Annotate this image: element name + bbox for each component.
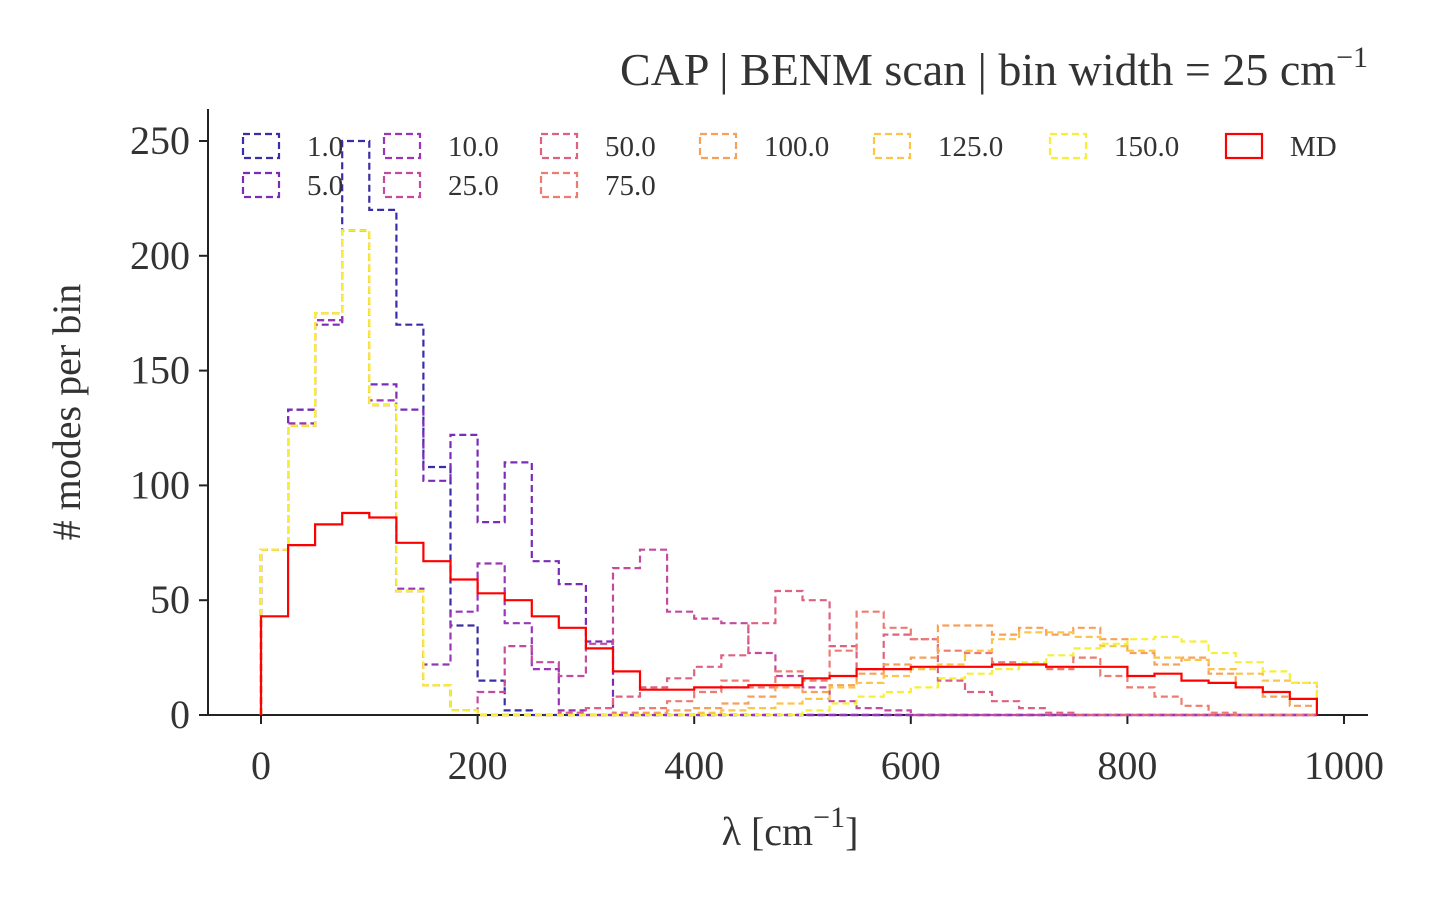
chart-title: CAP | BENM scan | bin width = 25 cm−1 (620, 41, 1368, 95)
series-10-0-histogram (259, 229, 1317, 717)
legend-swatch-50-0 (539, 132, 579, 160)
series-75-0-histogram (259, 229, 1317, 717)
legend-label-5-0: 5.0 (307, 170, 343, 202)
x-axis-label: λ [cm−1] (722, 801, 859, 854)
legend-swatch-100-0 (698, 132, 738, 160)
legend-label-50-0: 50.0 (605, 131, 656, 163)
legend-swatch-1-0 (241, 132, 281, 160)
series-5-0-histogram (259, 229, 1317, 717)
x-tick-label: 200 (448, 743, 508, 788)
y-tick-label: 250 (130, 118, 190, 163)
legend-swatch-150-0 (1048, 132, 1088, 160)
legend-label-125-0: 125.0 (938, 131, 1003, 163)
x-tick-label: 1000 (1304, 743, 1384, 788)
legend-label-1-0: 1.0 (307, 131, 343, 163)
series-100-0-histogram (259, 229, 1318, 717)
y-tick-label: 150 (130, 348, 190, 393)
series-MD-histogram (259, 511, 1318, 715)
legend-label-MD: MD (1290, 131, 1337, 163)
legend-swatch-75-0 (539, 171, 579, 199)
legend-swatch-125-0 (872, 132, 912, 160)
legend-swatch-25-0 (382, 171, 422, 199)
axes: 0 200 400 600 800 1000 0 50 100 150 200 250 (130, 109, 1384, 788)
legend-label-75-0: 75.0 (605, 170, 656, 202)
y-tick-label: 50 (150, 577, 190, 622)
legend: 1.0 5.0 10.0 25.0 50.0 75.0 100.0 125.0 150.0 MD (241, 131, 1337, 202)
legend-swatch-MD (1224, 132, 1264, 160)
x-tick-label: 0 (251, 743, 271, 788)
series-25-0-histogram (259, 229, 1317, 717)
y-tick-label: 100 (130, 462, 190, 507)
legend-swatch-5-0 (241, 171, 281, 199)
x-tick-label: 400 (664, 743, 724, 788)
series-125-0-histogram (259, 229, 1318, 717)
x-tick-label: 800 (1097, 743, 1157, 788)
legend-label-25-0: 25.0 (448, 170, 499, 202)
series-layer (259, 139, 1318, 717)
legend-label-150-0: 150.0 (1114, 131, 1179, 163)
y-tick-label: 200 (130, 233, 190, 278)
x-tick-label: 600 (881, 743, 941, 788)
legend-label-100-0: 100.0 (764, 131, 829, 163)
legend-swatch-10-0 (382, 132, 422, 160)
series-1-0-histogram (259, 139, 1317, 717)
series-150-0-histogram (259, 229, 1318, 717)
y-tick-label: 0 (170, 692, 190, 737)
legend-label-10-0: 10.0 (448, 131, 499, 163)
series-50-0-histogram (259, 229, 1317, 717)
y-axis-label: # modes per bin (44, 284, 89, 541)
